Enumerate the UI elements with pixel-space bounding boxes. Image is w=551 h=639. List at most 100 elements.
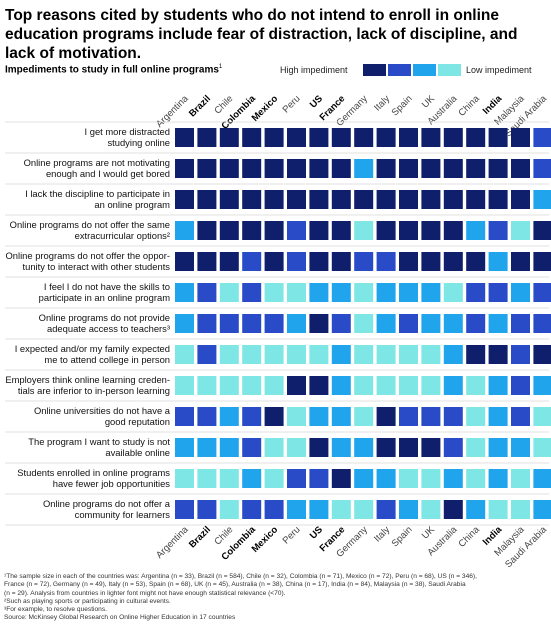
heatmap-cell <box>219 128 239 147</box>
heatmap-cell <box>533 190 551 209</box>
heatmap-cell <box>309 283 329 302</box>
legend-swatch-4 <box>438 64 461 76</box>
row-label: community for learners <box>75 509 171 520</box>
heatmap-cell <box>511 252 530 271</box>
heatmap-cell <box>219 283 239 302</box>
heatmap-cell <box>309 376 329 395</box>
heatmap-cell <box>175 159 194 178</box>
heatmap-cell <box>488 283 508 302</box>
heatmap-cell <box>354 314 374 333</box>
heatmap-cell <box>466 221 486 240</box>
heatmap-cell <box>399 438 418 457</box>
heatmap-cell <box>219 314 239 333</box>
legend-low-label: Low impediment <box>466 65 532 75</box>
chart-subtitle: Impediments to study in full online prog… <box>5 64 222 75</box>
country-label-top: UK <box>420 93 438 111</box>
legend-high-label: High impediment <box>280 65 348 75</box>
heatmap-cell <box>197 407 217 426</box>
heatmap-cell <box>331 345 351 364</box>
heatmap-cell <box>354 469 374 488</box>
heatmap-cell <box>399 314 418 333</box>
heatmap-cell <box>242 376 262 395</box>
heatmap-cell <box>242 314 262 333</box>
row-label: an online program <box>94 199 170 210</box>
heatmap-cell <box>511 376 530 395</box>
heatmap-cell <box>197 500 217 519</box>
heatmap-cell <box>488 407 508 426</box>
country-label-top: China <box>456 93 482 119</box>
heatmap-cell <box>287 345 306 364</box>
heatmap-cell <box>287 128 306 147</box>
heatmap-cell <box>309 314 329 333</box>
heatmap-cell <box>287 376 306 395</box>
heatmap-chart: ArgentinaArgentinaBrazilBrazilChileChile… <box>5 93 551 570</box>
heatmap-cell <box>197 128 217 147</box>
heatmap-cell <box>175 314 194 333</box>
heatmap-cell <box>309 345 329 364</box>
heatmap-cell <box>488 252 508 271</box>
heatmap-cell <box>197 345 217 364</box>
heatmap-cell <box>175 407 194 426</box>
row-label: Online programs do not provide <box>39 312 170 323</box>
heatmap-cell <box>354 500 374 519</box>
footnote-line: ¹The sample size in each of the countrie… <box>4 573 477 580</box>
footnotes: ¹The sample size in each of the countrie… <box>4 573 549 623</box>
row-label: tials are inferior to in-person learning <box>18 385 170 396</box>
heatmap-cell <box>533 407 551 426</box>
heatmap-cell <box>466 283 486 302</box>
heatmap-cell <box>331 221 351 240</box>
heatmap-cell <box>488 469 508 488</box>
footnote-line: Source: McKinsey Global Research on Onli… <box>4 614 236 622</box>
heatmap-cell <box>376 469 396 488</box>
row-label: studying online <box>107 137 170 148</box>
heatmap-cell <box>354 407 374 426</box>
heatmap-cell <box>331 159 351 178</box>
heatmap-cell <box>264 159 284 178</box>
heatmap-cell <box>533 469 551 488</box>
heatmap-cell <box>399 345 418 364</box>
heatmap-cell <box>219 469 239 488</box>
heatmap-cell <box>175 252 194 271</box>
heatmap-cell <box>331 314 351 333</box>
heatmap-cell <box>264 438 284 457</box>
country-label-bottom: US <box>308 524 325 541</box>
country-label-top: Spain <box>390 93 415 118</box>
heatmap-cell <box>309 438 329 457</box>
heatmap-cell <box>175 438 194 457</box>
heatmap-cell <box>354 438 374 457</box>
heatmap-cell <box>264 252 284 271</box>
heatmap-cell <box>511 128 530 147</box>
heatmap-cell <box>421 128 441 147</box>
row-label: I expected and/or my family expected <box>15 343 170 354</box>
heatmap-cell <box>287 469 306 488</box>
heatmap-cell <box>354 221 374 240</box>
heatmap-cell <box>219 376 239 395</box>
heatmap-cell <box>264 500 284 519</box>
chart-title: Top reasons cited by students who do not… <box>5 7 518 62</box>
heatmap-cell <box>309 221 329 240</box>
heatmap-cell <box>466 500 486 519</box>
row-label: good reputation <box>105 416 170 427</box>
heatmap-cell <box>242 190 262 209</box>
heatmap-cell <box>264 469 284 488</box>
heatmap-cell <box>175 190 194 209</box>
footnote-line: France (n = 72), Germany (n = 49), Italy… <box>4 581 466 589</box>
heatmap-cell <box>287 407 306 426</box>
row-label: participate in an online program <box>39 292 171 303</box>
heatmap-cell <box>287 159 306 178</box>
heatmap-cell <box>354 128 374 147</box>
heatmap-cell <box>511 190 530 209</box>
heatmap-cell <box>175 283 194 302</box>
heatmap-cell <box>309 128 329 147</box>
row-label: The program I want to study is not <box>28 436 170 447</box>
heatmap-cell <box>242 407 262 426</box>
country-label-bottom: Brazil <box>187 524 213 550</box>
heatmap-cell <box>197 252 217 271</box>
heatmap-cell <box>175 345 194 364</box>
heatmap-cell <box>466 190 486 209</box>
row-label: Students enrolled in online programs <box>17 467 170 478</box>
heatmap-cell <box>421 283 441 302</box>
row-label: enough and I would get bored <box>46 168 170 179</box>
row-label: Online programs do not offer the oppor- <box>5 250 170 261</box>
legend-swatch-3 <box>413 64 436 76</box>
